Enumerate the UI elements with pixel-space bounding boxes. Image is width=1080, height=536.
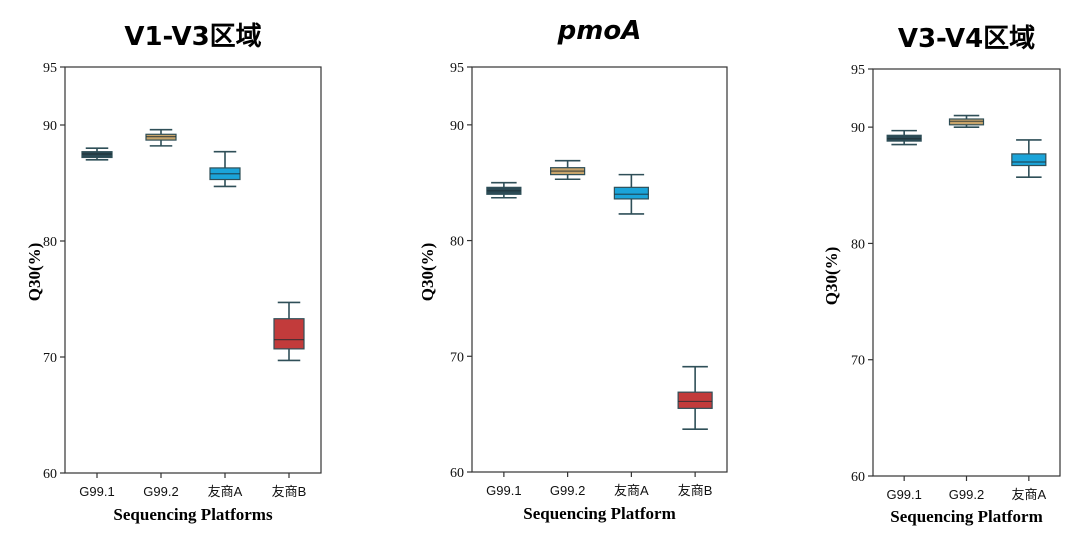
box-友商B [677,391,713,409]
x-tick-label: G99.1 [79,484,114,499]
x-tick-label: 友商A [614,483,649,498]
chart-title-3: V3-V4区域 [897,24,1036,54]
box-友商A [613,186,649,200]
y-tick-label: 70 [450,350,464,365]
x-axis-label-3: Sequencing Platform [890,507,1043,526]
plot-frame [872,68,1061,477]
x-axis-label-2: Sequencing Platform [523,504,676,523]
y-tick-label: 70 [43,351,57,366]
y-tick-label: 80 [851,237,865,252]
y-tick-label: 95 [450,61,464,76]
y-tick-label: 90 [43,119,57,134]
box-友商A [1011,153,1047,167]
y-tick-label: 60 [450,466,464,481]
box-G99.2 [145,133,177,141]
x-tick-label: G99.2 [949,487,984,502]
x-tick-label: 友商B [678,483,713,498]
y-axis-label-3: Q30(%) [822,246,841,306]
y-tick-label: 80 [450,235,464,250]
box-友商B [273,318,305,350]
y-tick-label: 80 [43,235,57,250]
x-tick-label: 友商B [272,484,307,499]
plot-frame [64,66,322,474]
x-tick-label: G99.2 [143,484,178,499]
box-G99.1 [486,186,522,195]
y-axis-label-2: Q30(%) [418,242,437,302]
y-tick-label: 60 [43,467,57,482]
y-tick-label: 90 [851,121,865,136]
box-G99.2 [550,167,586,176]
box-友商A [209,167,241,181]
y-tick-label: 60 [851,470,865,485]
x-axis-label-1: Sequencing Platforms [113,505,273,524]
chart-title-2: pmoA [557,16,642,46]
y-tick-label: 90 [450,119,464,134]
plot-frame [471,66,728,473]
y-tick-label: 95 [851,63,865,78]
x-tick-label: 友商A [208,484,243,499]
box-G99.1 [886,134,922,142]
box-G99.2 [948,118,985,126]
y-tick-label: 70 [851,354,865,369]
x-tick-label: G99.1 [886,487,921,502]
box-G99.1 [81,151,113,159]
chart-title-1: V1-V3区域 [124,22,262,52]
x-tick-label: G99.2 [550,483,585,498]
x-tick-label: G99.1 [486,483,521,498]
x-tick-label: 友商A [1011,487,1046,502]
y-axis-label-1: Q30(%) [25,242,44,302]
y-tick-label: 95 [43,61,57,76]
